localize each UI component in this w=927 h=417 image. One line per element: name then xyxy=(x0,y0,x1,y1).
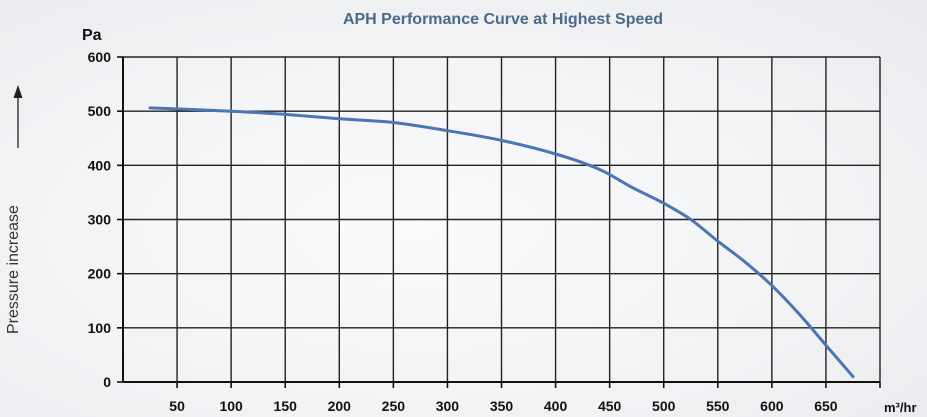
up-arrow-icon xyxy=(13,85,23,148)
x-tick-label: 550 xyxy=(706,398,730,414)
y-axis-unit: Pa xyxy=(82,27,102,44)
x-axis-unit: m³/hr xyxy=(884,400,917,415)
x-tick-label: 200 xyxy=(328,398,352,414)
performance-curve-line xyxy=(148,106,855,379)
grid xyxy=(123,56,881,382)
chart-title: APH Performance Curve at Highest Speed xyxy=(343,11,663,28)
x-tick-label: 450 xyxy=(598,398,622,414)
x-tick-label: 300 xyxy=(436,398,460,414)
x-tick-label: 600 xyxy=(760,398,784,414)
y-tick-label: 0 xyxy=(103,374,111,390)
x-tick-label: 50 xyxy=(169,398,185,414)
y-tick-label: 500 xyxy=(88,103,112,119)
series-group xyxy=(148,106,855,379)
x-tick-label: 650 xyxy=(814,398,838,414)
y-tick-label: 600 xyxy=(88,49,112,65)
y-tick-label: 400 xyxy=(88,157,112,173)
y-tick-label: 200 xyxy=(88,266,112,282)
side-label: Pressure increase xyxy=(5,205,22,334)
x-tick-label: 350 xyxy=(490,398,514,414)
y-tick-label: 300 xyxy=(88,212,112,228)
x-tick-label: 250 xyxy=(382,398,406,414)
x-tick-label: 500 xyxy=(652,398,676,414)
y-tick-labels: 0 100 200 300 400 500 600 xyxy=(88,49,112,390)
y-tick-label: 100 xyxy=(88,320,112,336)
axes xyxy=(117,56,881,388)
x-tick-label: 100 xyxy=(219,398,243,414)
x-tick-labels: 50 100 150 200 250 300 350 400 450 500 550 600 650 xyxy=(169,398,838,414)
side-annotation: Pressure increase xyxy=(5,85,23,334)
x-tick-label: 150 xyxy=(274,398,298,414)
x-tick-label: 400 xyxy=(544,398,568,414)
